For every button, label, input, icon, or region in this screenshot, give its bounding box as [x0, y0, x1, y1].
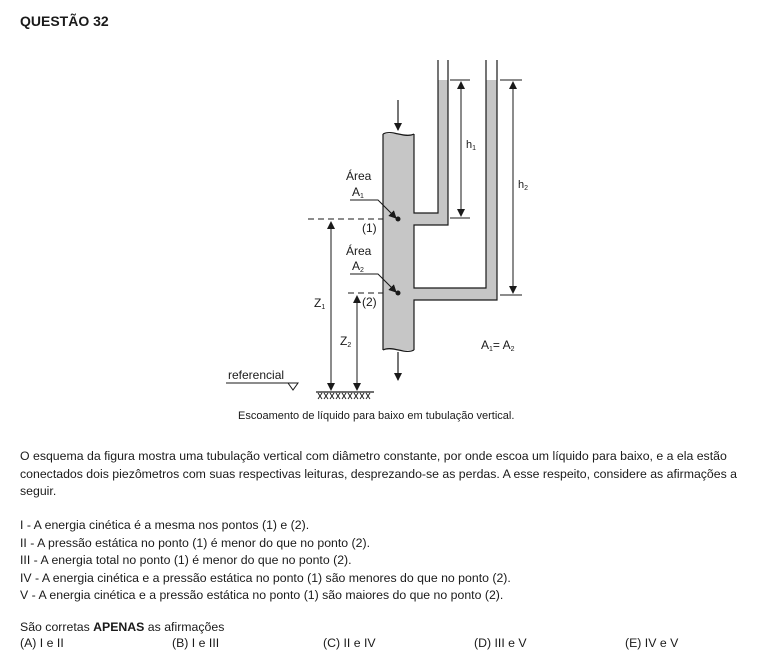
label-referencial: referencial	[228, 368, 284, 382]
label-point1: (1)	[362, 221, 377, 235]
label-A1: A1	[352, 185, 364, 200]
question-title: QUESTÃO 32	[20, 13, 109, 29]
pipe-diagram: h1 h2 Área A1 (1) Área A2 (2) Z1 Z2 A1= …	[226, 60, 528, 400]
label-A2: A2	[352, 259, 364, 274]
label-h1: h1	[466, 139, 476, 152]
label-area1: Área	[346, 168, 372, 183]
main-pipe-right-wall-upper	[413, 60, 439, 214]
pipe-walls	[382, 60, 498, 353]
statement-5: V - A energia cinética e a pressão estát…	[20, 588, 504, 602]
point2-dot	[395, 290, 401, 296]
option-e[interactable]: (E) IV e V	[625, 636, 679, 650]
statement-3: III - A energia total no ponto (1) é men…	[20, 553, 352, 567]
question-paragraph: O esquema da figura mostra uma tubulação…	[20, 449, 738, 498]
question-suffix: as afirmações	[144, 620, 225, 634]
statement-1: I - A energia cinética é a mesma nos pon…	[20, 518, 310, 532]
A2-leader	[350, 273, 397, 293]
question-prefix: São corretas	[20, 620, 94, 634]
label-area2: Área	[346, 243, 372, 258]
point1-dot	[395, 216, 401, 222]
A1-leader	[350, 199, 397, 219]
liquid-fill	[383, 80, 497, 350]
question-prompt: São corretas APENAS as afirmações	[20, 620, 224, 634]
statement-4: IV - A energia cinética e a pressão está…	[20, 571, 511, 585]
label-equality: A1= A2	[481, 338, 515, 353]
h2-dimension	[500, 79, 522, 296]
figure-caption: Escoamento de líquido para baixo em tubu…	[238, 410, 515, 422]
option-b[interactable]: (B) I e III	[172, 636, 220, 650]
option-d[interactable]: (D) III e V	[474, 636, 527, 650]
ground-hatch	[317, 392, 371, 400]
label-h2: h2	[518, 179, 528, 192]
main-pipe-bottom-cut	[382, 347, 415, 353]
h1-dimension	[450, 79, 470, 219]
label-point2: (2)	[362, 295, 377, 309]
reference-triangle	[287, 382, 299, 391]
option-c[interactable]: (C) II e IV	[323, 636, 376, 650]
question-bold: APENAS	[93, 620, 145, 634]
statement-2: II - A pressão estática no ponto (1) é m…	[20, 536, 370, 550]
option-a[interactable]: (A) I e II	[20, 636, 64, 650]
label-Z2: Z2	[340, 334, 351, 349]
piezometer1-right-wall	[413, 60, 487, 289]
label-Z1: Z1	[314, 296, 325, 311]
main-pipe-top-cut	[382, 131, 415, 137]
piezometer2-right-wall	[413, 60, 498, 350]
